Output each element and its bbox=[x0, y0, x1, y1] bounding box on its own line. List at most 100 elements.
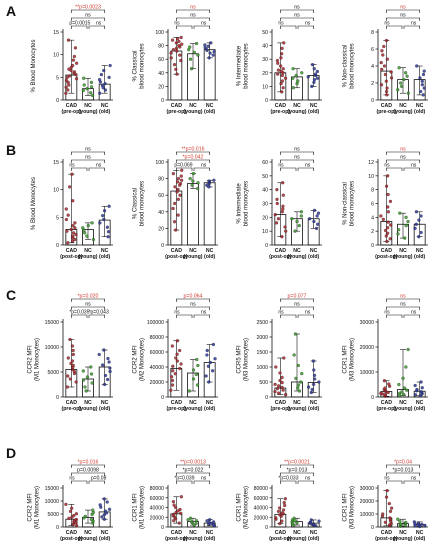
data-point bbox=[397, 382, 401, 387]
y-tick-label: 20 bbox=[158, 84, 164, 90]
data-point bbox=[396, 228, 401, 232]
y-axis-label: CCR1 MFI bbox=[343, 493, 349, 522]
data-point bbox=[386, 220, 390, 224]
data-point bbox=[176, 176, 181, 181]
data-point bbox=[281, 86, 285, 90]
significance-label: ns bbox=[400, 147, 406, 153]
chart-d4: 0 10000 20000 30000 CCR1 MFI (M3 Monocytes) CA… bbox=[343, 460, 428, 542]
data-point bbox=[68, 509, 73, 514]
data-point bbox=[384, 89, 389, 94]
data-point bbox=[388, 509, 393, 514]
data-point bbox=[188, 45, 192, 49]
significance-bracket bbox=[176, 159, 210, 163]
y-axis-label: CCR2 MFI bbox=[28, 493, 34, 522]
data-point bbox=[89, 91, 93, 95]
x-tick-label: (post-op) bbox=[375, 254, 398, 260]
data-point bbox=[90, 381, 94, 385]
significance-bracket bbox=[176, 17, 210, 21]
data-point bbox=[81, 88, 85, 93]
x-tick-label: NC bbox=[189, 400, 197, 406]
data-point bbox=[312, 77, 317, 82]
data-point bbox=[385, 488, 389, 493]
data-point bbox=[176, 213, 180, 217]
significance-bracket bbox=[193, 167, 210, 171]
data-point bbox=[73, 46, 78, 50]
data-point bbox=[413, 226, 417, 231]
x-tick-label: (old) bbox=[99, 254, 111, 260]
data-point bbox=[387, 382, 391, 386]
y-tick-label: 2 bbox=[371, 229, 374, 235]
data-point bbox=[384, 184, 389, 188]
data-point bbox=[413, 393, 418, 397]
data-point bbox=[379, 391, 383, 395]
data-point bbox=[204, 374, 208, 378]
y-tick-label: 5 bbox=[56, 215, 59, 221]
y-tick-label: 0 bbox=[56, 395, 59, 401]
y-tick-label: 10000 bbox=[45, 499, 60, 505]
y-tick-label: 20000 bbox=[150, 380, 165, 386]
data-point bbox=[280, 375, 284, 380]
data-point bbox=[383, 228, 388, 233]
data-point bbox=[172, 63, 177, 67]
data-point bbox=[171, 500, 176, 504]
significance-label: ns bbox=[400, 294, 406, 300]
y-tick-label: 40000 bbox=[254, 506, 269, 512]
data-point bbox=[306, 385, 311, 389]
data-point bbox=[108, 63, 112, 68]
data-point bbox=[211, 53, 215, 57]
data-point bbox=[66, 241, 70, 245]
data-point bbox=[70, 506, 74, 510]
y-axis-label: CCR1 MFI bbox=[237, 493, 243, 522]
x-tick-label: (young) bbox=[287, 406, 306, 412]
bar bbox=[187, 183, 199, 246]
chart-d2: 0 20000 40000 60000 80000 CCR1 MFI (M1 Monocyt… bbox=[133, 460, 218, 542]
x-tick-label: (old) bbox=[308, 254, 320, 260]
data-point bbox=[71, 63, 75, 68]
y-tick-label: 2000 bbox=[256, 335, 268, 341]
y-tick-label: 2500 bbox=[256, 320, 268, 326]
x-tick-label: (old) bbox=[204, 536, 216, 542]
y-tick-label: 8 bbox=[371, 30, 374, 36]
data-point bbox=[169, 388, 173, 392]
data-point bbox=[379, 83, 384, 87]
significance-label: *p=0.035 bbox=[69, 310, 89, 316]
data-point bbox=[174, 356, 178, 360]
data-point bbox=[317, 519, 321, 523]
chart-b2: 0 20 40 60 80 100 % Classical blood monocytes CA… bbox=[133, 147, 218, 260]
data-point bbox=[274, 516, 278, 520]
data-point bbox=[67, 83, 71, 87]
x-tick-label: (young) bbox=[183, 406, 202, 412]
data-point bbox=[380, 67, 384, 72]
y-tick-label: 1000 bbox=[256, 365, 268, 371]
data-point bbox=[384, 79, 388, 83]
data-point bbox=[85, 375, 90, 379]
significance-bracket bbox=[403, 314, 420, 318]
y-axis-label: blood monocytes bbox=[350, 181, 356, 226]
y-axis-label: blood monocytes bbox=[350, 43, 356, 88]
chart-a2: 0 20 40 60 80 100 % Classical blood monocytes CA… bbox=[133, 5, 218, 115]
y-axis-label: CCR2 MFI bbox=[133, 345, 139, 374]
data-point bbox=[177, 39, 181, 44]
data-point bbox=[401, 376, 405, 380]
data-point bbox=[67, 516, 71, 521]
data-point bbox=[402, 77, 406, 82]
significance-label: *p=0.022 bbox=[183, 468, 204, 474]
data-point bbox=[384, 38, 389, 43]
data-point bbox=[396, 517, 400, 521]
data-point bbox=[170, 344, 174, 348]
data-point bbox=[383, 72, 388, 77]
data-point bbox=[207, 380, 211, 384]
y-axis-label: (M2 Monocytes) bbox=[244, 486, 250, 529]
significance-bracket bbox=[386, 17, 420, 21]
data-point bbox=[419, 214, 423, 218]
significance-bracket bbox=[176, 25, 193, 29]
significance-label: ns bbox=[201, 163, 207, 169]
data-point bbox=[177, 521, 181, 525]
x-tick-label: (young) bbox=[393, 254, 412, 260]
y-tick-label: 80 bbox=[158, 177, 164, 183]
significance-bracket bbox=[386, 480, 403, 484]
data-point bbox=[195, 383, 200, 387]
x-tick-label: (post-op) bbox=[165, 536, 188, 542]
data-point bbox=[275, 58, 280, 63]
